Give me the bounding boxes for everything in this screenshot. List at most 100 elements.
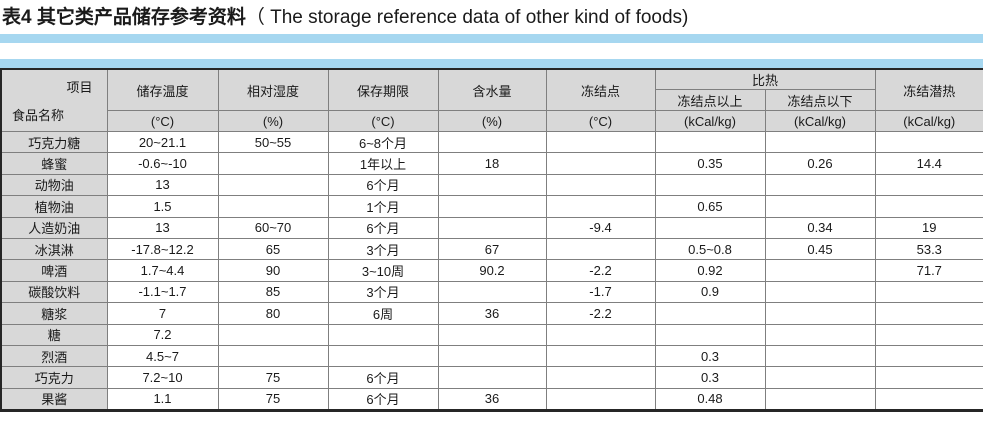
value-cell [437,173,547,197]
value-cell: 13 [106,216,219,239]
value-cell: -2.2 [545,302,656,325]
value-cell: -2.2 [545,259,656,282]
value-cell: 6个月 [327,216,439,239]
value-cell [654,302,766,325]
value-cell [437,344,547,368]
col-header-relative-humidity: 相对湿度 [217,68,329,111]
table-row: 烈酒 4.5~7 0.3 [0,344,983,368]
table-row: 植物油 1.5 1个月 0.65 [0,195,983,218]
food-name-cell: 果酱 [0,387,108,412]
value-cell [545,152,656,175]
value-cell: -1.1~1.7 [106,280,219,304]
value-cell [437,195,547,218]
value-cell: 7 [106,302,219,325]
table-row: 巧克力 7.2~10 75 6个月 0.3 [0,366,983,389]
col-header-freezing-point: 冻结点 [545,68,656,111]
value-cell: 50~55 [217,130,329,154]
food-name-cell: 碳酸饮料 [0,280,108,304]
table-row: 糖 7.2 [0,323,983,346]
value-cell: -1.7 [545,280,656,304]
value-cell [654,323,766,346]
value-cell: 13 [106,173,219,197]
col-header-latent-heat: 冻结潜热 [874,68,983,111]
header-row-names: 项目 食品名称 储存温度 相对湿度 保存期限 含水量 冻结点 比热 冻结潜热 [0,68,983,132]
corner-label-food-name: 食品名称 [12,108,65,123]
value-cell: 75 [217,387,329,412]
food-name-cell: 动物油 [0,173,108,197]
value-cell: 3个月 [327,237,439,261]
value-cell [654,216,766,239]
food-name-cell: 糖浆 [0,302,108,325]
value-cell: 0.3 [654,344,766,368]
value-cell: 75 [217,366,329,389]
value-cell: 1年以上 [327,152,439,175]
value-cell [437,130,547,154]
value-cell: -17.8~12.2 [106,237,219,261]
col-header-storage-temp: 储存温度 [106,68,219,111]
value-cell [437,323,547,346]
value-cell: 90 [217,259,329,282]
value-cell: 7.2 [106,323,219,346]
storage-reference-table: 项目 食品名称 储存温度 相对湿度 保存期限 含水量 冻结点 比热 冻结潜热 冻… [0,68,983,413]
unit-latent-heat: (kCal/kg) [874,110,983,132]
table-row: 糖浆 7 80 6周 36 -2.2 [0,302,983,325]
food-name-cell: 烈酒 [0,344,108,368]
table-row: 碳酸饮料 -1.1~1.7 85 3个月 -1.7 0.9 [0,280,983,304]
col-header-below-freezing: 冻结点以下 [764,89,876,111]
value-cell: 67 [437,237,547,261]
value-cell: 36 [437,302,547,325]
value-cell [545,323,656,346]
unit-above-freezing: (kCal/kg) [654,110,766,132]
value-cell [764,130,876,154]
value-cell: 65 [217,237,329,261]
value-cell: 6个月 [327,387,439,412]
value-cell: -9.4 [545,216,656,239]
table-row: 啤酒 1.7~4.4 90 3~10周 90.2 -2.2 0.92 71.7 [0,259,983,282]
table-row: 动物油 13 6个月 [0,173,983,197]
value-cell: 18 [437,152,547,175]
table-row: 冰淇淋 -17.8~12.2 65 3个月 67 0.5~0.8 0.45 53.3 [0,237,983,261]
col-group-specific-heat: 比热 [654,68,876,90]
value-cell: 0.45 [764,237,876,261]
value-cell [545,344,656,368]
unit-below-freezing: (kCal/kg) [764,110,876,132]
value-cell: 60~70 [217,216,329,239]
value-cell [545,237,656,261]
page-title-zh: 表4 其它类产品储存参考资料 [2,7,246,28]
value-cell [874,280,983,304]
value-cell [217,344,329,368]
table-row: 蜂蜜 -0.6~-10 1年以上 18 0.35 0.26 14.4 [0,152,983,175]
value-cell: 0.92 [654,259,766,282]
value-cell: 0.65 [654,195,766,218]
value-cell [327,344,439,368]
value-cell: 6周 [327,302,439,325]
value-cell [437,366,547,389]
value-cell: 1个月 [327,195,439,218]
value-cell [764,259,876,282]
value-cell: 80 [217,302,329,325]
value-cell [217,323,329,346]
value-cell: 0.48 [654,387,766,412]
value-cell [874,323,983,346]
value-cell [327,323,439,346]
table-row: 巧克力糖 20~21.1 50~55 6~8个月 [0,130,983,154]
header-row-units: (°C) (%) (°C) (%) (°C) (kCal/kg) (kCal/k… [1,110,983,132]
value-cell: -0.6~-10 [106,152,219,175]
value-cell [764,302,876,325]
value-cell [764,344,876,368]
value-cell: 3个月 [327,280,439,304]
accent-bar-above-table [0,59,983,68]
food-name-cell: 啤酒 [0,259,108,282]
food-name-cell: 巧克力糖 [0,130,108,154]
value-cell [764,323,876,346]
value-cell: 1.7~4.4 [106,259,219,282]
value-cell [545,173,656,197]
value-cell: 3~10周 [327,259,439,282]
value-cell: 71.7 [874,259,983,282]
value-cell [654,130,766,154]
value-cell: 20~21.1 [106,130,219,154]
unit-storage-temp: (°C) [106,110,219,132]
value-cell: 0.34 [764,216,876,239]
value-cell: 36 [437,387,547,412]
value-cell [217,152,329,175]
